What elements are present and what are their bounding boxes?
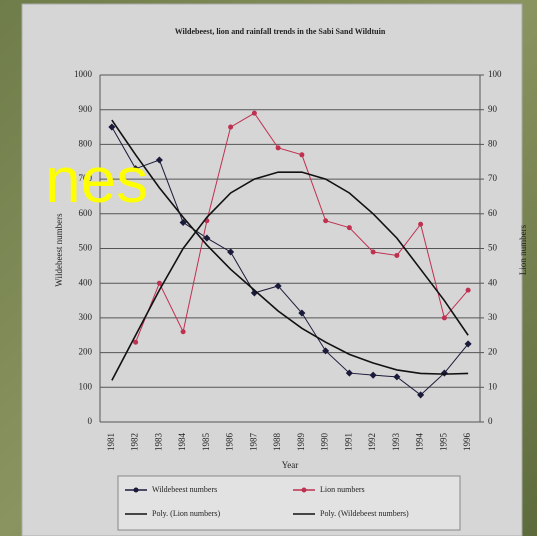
chart-title: Wildebeest, lion and rainfall trends in … [175, 27, 386, 36]
y-tick-label: 600 [79, 208, 93, 218]
x-tick-label: 1987 [248, 433, 258, 452]
x-tick-label: 1991 [343, 433, 353, 451]
legend-label: Poly. (Lion numbers) [152, 509, 220, 518]
x-tick-label: 1992 [367, 433, 377, 451]
y2-tick-label: 40 [488, 277, 498, 287]
y-tick-label: 700 [79, 173, 93, 183]
y-tick-label: 900 [79, 104, 93, 114]
y-tick-label: 100 [79, 381, 93, 391]
legend-label: Wildebeest numbers [152, 485, 217, 494]
point [133, 339, 139, 345]
y2-tick-label: 80 [488, 138, 498, 148]
data-line [111, 126, 469, 396]
point [180, 329, 186, 335]
point [417, 391, 425, 399]
point [418, 221, 424, 227]
x-tick-label: 1989 [296, 433, 306, 452]
y2-tick-label: 30 [488, 312, 498, 322]
overlay-text: nes [45, 144, 148, 216]
x-tick-label: 1996 [462, 433, 472, 452]
y-tick-label: 0 [88, 416, 93, 426]
point [274, 282, 282, 290]
x-tick-label: 1982 [130, 433, 140, 451]
point [179, 218, 187, 227]
point [156, 280, 162, 286]
y2-tick-label: 60 [488, 208, 498, 218]
legend-label: Poly. (Wildebeest numbers) [320, 509, 409, 518]
chart-panel [21, 3, 523, 537]
y2-tick-label: 50 [488, 243, 498, 253]
point [323, 218, 329, 224]
point [393, 373, 401, 381]
point [369, 371, 377, 379]
x-tick-label: 1985 [201, 433, 211, 452]
point [251, 110, 257, 116]
point [345, 369, 353, 377]
x-tick-label: 1984 [177, 433, 187, 452]
y2-tick-label: 10 [488, 381, 498, 391]
y2-axis-label: Lion numbers [518, 224, 528, 275]
y2-tick-label: 90 [488, 104, 498, 114]
legend-marker [301, 487, 307, 493]
y-tick-label: 500 [79, 243, 93, 253]
y-tick-label: 1000 [74, 69, 93, 79]
y-tick-label: 300 [79, 312, 93, 322]
point [228, 124, 234, 130]
y2-tick-label: 70 [488, 173, 498, 183]
legend-label: Lion numbers [320, 485, 365, 494]
point [275, 145, 281, 151]
point [298, 309, 306, 317]
y-tick-label: 800 [79, 138, 93, 148]
x-tick-label: 1990 [320, 433, 330, 452]
point [394, 252, 400, 258]
legend-marker [133, 487, 139, 493]
point [464, 340, 472, 348]
x-tick-label: 1993 [391, 433, 401, 452]
y2-tick-label: 0 [488, 416, 493, 426]
x-tick-label: 1995 [438, 433, 448, 452]
point [346, 225, 352, 231]
x-axis-label: Year [282, 460, 299, 470]
point [108, 123, 116, 131]
point [155, 156, 163, 164]
x-tick-label: 1981 [106, 433, 116, 451]
y2-tick-label: 100 [488, 69, 502, 79]
trend-line [111, 171, 469, 381]
point [322, 347, 330, 355]
point [465, 287, 471, 293]
point [203, 234, 211, 242]
y-tick-label: 400 [79, 277, 93, 287]
x-tick-label: 1988 [272, 433, 282, 452]
y-tick-label: 200 [79, 347, 93, 357]
point [441, 315, 447, 321]
trend-line [111, 119, 469, 375]
y2-tick-label: 20 [488, 347, 498, 357]
point [370, 249, 376, 255]
legend-box [117, 475, 461, 531]
x-tick-label: 1983 [153, 433, 163, 452]
x-tick-label: 1986 [225, 433, 235, 452]
point [132, 165, 140, 173]
point [299, 152, 305, 158]
point [227, 248, 235, 256]
y-axis-label: Wildebeest numbers [54, 213, 64, 287]
x-tick-label: 1994 [415, 433, 425, 452]
